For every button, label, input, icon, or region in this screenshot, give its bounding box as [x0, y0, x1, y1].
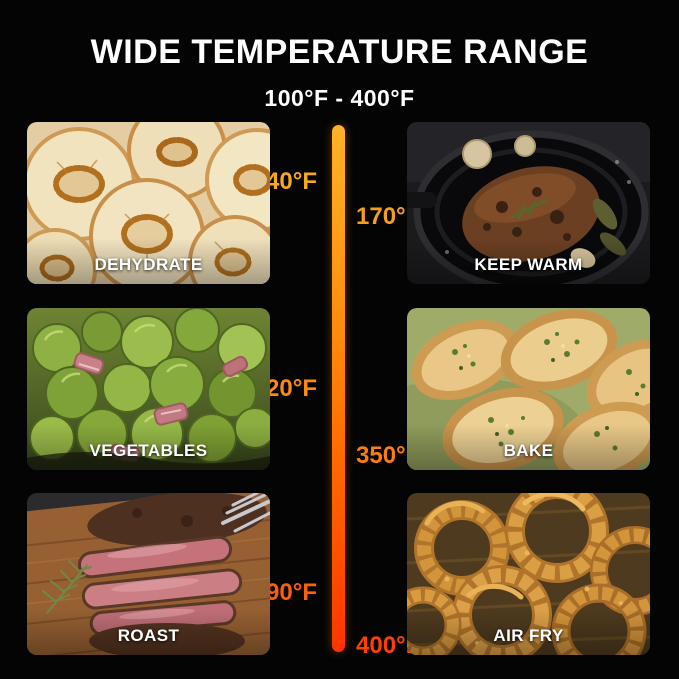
mode-label-dehydrate: DEHYDRATE — [94, 255, 203, 274]
temperature-range-subtitle: 100°F - 400°F — [264, 85, 415, 111]
mode-label-roast: ROAST — [117, 626, 180, 645]
tile-dehydrate: DEHYDRATE — [27, 122, 270, 284]
mode-label-keep-warm: KEEP WARM — [474, 255, 583, 274]
mode-label-air-fry: AIR FRY — [493, 626, 564, 645]
dried-apple-rings-photo — [27, 122, 270, 284]
sliced-roast-beef-photo — [27, 493, 270, 655]
tile-air-fry: AIR FRY — [407, 493, 650, 655]
temperature-gradient-bar — [332, 125, 345, 652]
steak-skillet-photo — [407, 122, 650, 284]
tile-bake: BAKE — [407, 308, 650, 470]
mode-label-vegetables: VEGETABLES — [89, 441, 208, 460]
tile-vegetables: VEGETABLES — [27, 308, 270, 470]
tile-roast: ROAST — [27, 493, 270, 655]
onion-rings-photo — [407, 493, 650, 655]
tile-keep-warm: KEEP WARM — [407, 122, 650, 284]
brussels-sprouts-photo — [27, 308, 270, 470]
garlic-bread-photo — [407, 308, 650, 470]
mode-label-bake: BAKE — [503, 441, 554, 460]
page-title: WIDE TEMPERATURE RANGE — [90, 33, 589, 71]
